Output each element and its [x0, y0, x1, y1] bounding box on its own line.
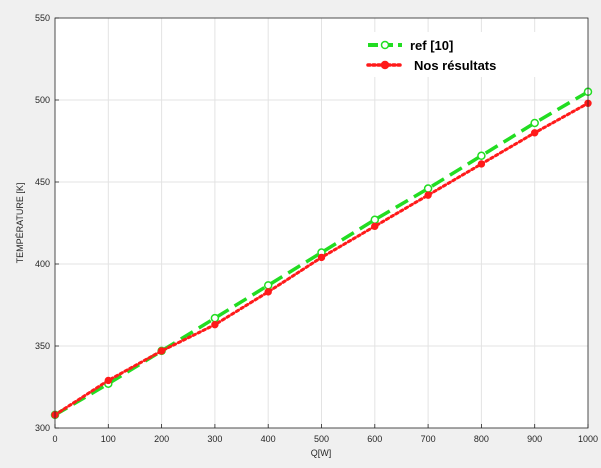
data-point	[263, 281, 273, 290]
data-point	[530, 118, 539, 128]
data-point	[423, 184, 433, 193]
x-tick-label: 1000	[578, 434, 598, 444]
data-point	[211, 320, 219, 329]
data-point	[264, 288, 272, 296]
data-point	[104, 376, 113, 385]
x-tick-label: 800	[474, 434, 489, 444]
x-axis-ticks: 0 100 200 300 400 500 600 700 800 900 1000	[52, 424, 598, 444]
plot-frame	[54, 17, 589, 429]
x-tick-label: 0	[52, 434, 57, 444]
y-tick-label: 500	[35, 95, 50, 105]
x-tick-label: 700	[421, 434, 436, 444]
legend-box	[362, 32, 544, 77]
legend-entry-0: ref [10]	[368, 38, 453, 53]
x-tick-label: 900	[527, 434, 542, 444]
x-tick-label: 400	[261, 434, 276, 444]
legend-label: ref [10]	[410, 38, 453, 53]
data-point	[477, 151, 486, 161]
data-point	[317, 253, 326, 262]
x-tick-label: 200	[154, 434, 169, 444]
legend-marker	[380, 60, 390, 70]
y-axis-ticks: 300 350 400 450 500 550	[35, 13, 59, 433]
data-point	[424, 191, 432, 199]
y-tick-label: 300	[35, 423, 50, 433]
data-point	[370, 215, 380, 224]
data-point	[157, 347, 166, 355]
y-tick-label: 550	[35, 13, 50, 23]
x-axis-label: Q[W]	[311, 448, 332, 458]
x-tick-label: 500	[314, 434, 329, 444]
data-point	[210, 313, 220, 323]
data-point	[477, 160, 486, 168]
legend-entry-1: Nos résultats	[366, 58, 496, 73]
x-tick-label: 100	[101, 434, 116, 444]
legend-label: Nos résultats	[414, 58, 496, 73]
data-point	[531, 129, 539, 137]
x-tick-label: 300	[207, 434, 222, 444]
x-tick-label: 600	[367, 434, 382, 444]
data-point	[371, 222, 379, 230]
y-axis-label: TEMPÉRATURE [K]	[15, 183, 25, 264]
series-layer	[50, 87, 593, 420]
legend-marker	[380, 40, 390, 50]
y-tick-label: 400	[35, 259, 50, 269]
legend: ref [10] Nos résultats	[362, 32, 544, 77]
y-tick-label: 350	[35, 341, 50, 351]
y-tick-label: 450	[35, 177, 50, 187]
